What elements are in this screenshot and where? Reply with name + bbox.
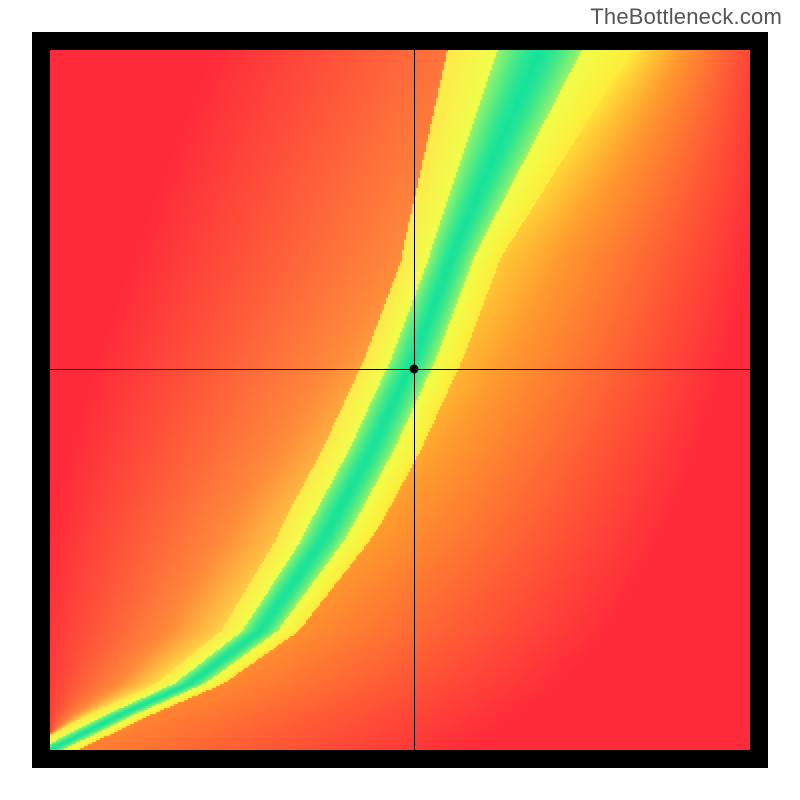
crosshair-vertical (414, 50, 415, 750)
heatmap-canvas (50, 50, 750, 750)
attribution-text: TheBottleneck.com (590, 4, 782, 30)
heatmap-plot (50, 50, 750, 750)
crosshair-marker (410, 364, 419, 373)
chart-frame (32, 32, 768, 768)
crosshair-horizontal (50, 369, 750, 370)
